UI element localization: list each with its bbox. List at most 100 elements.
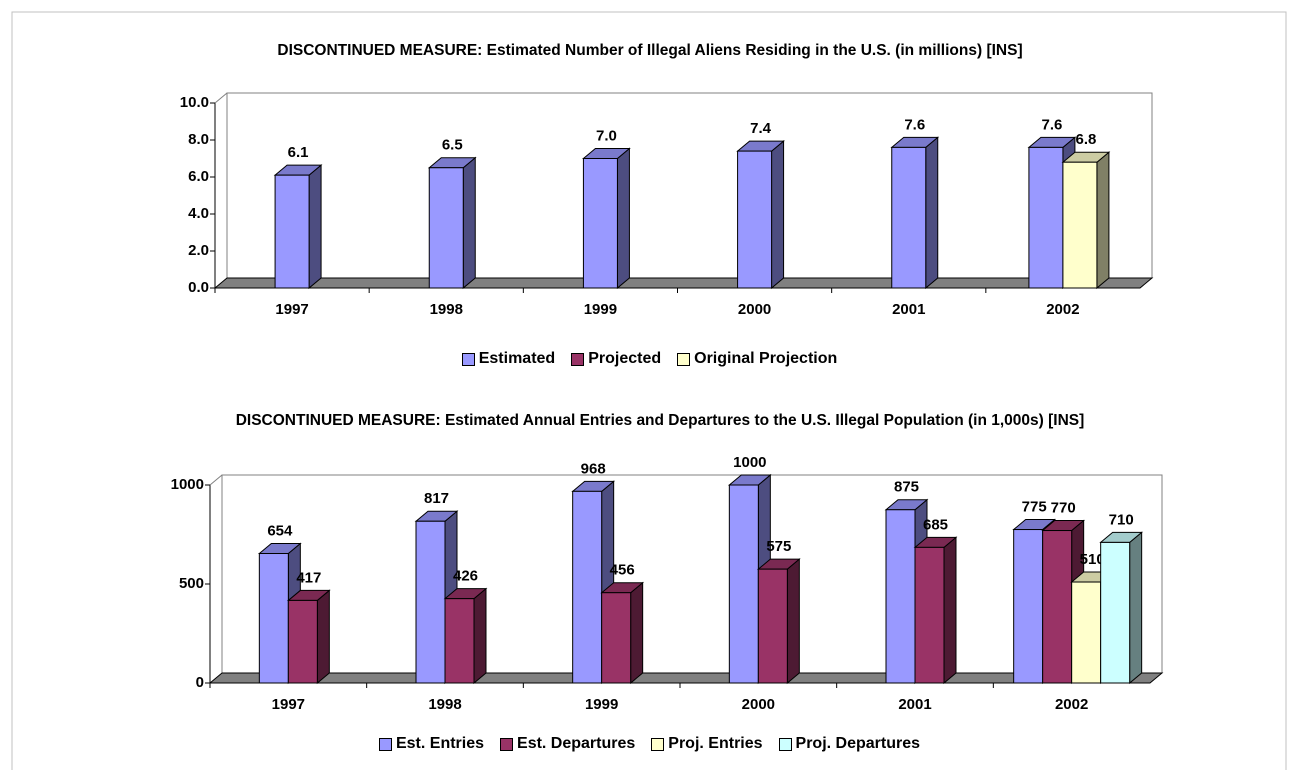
y-tick-label: 2.0: [188, 242, 209, 259]
y-tick-label: 500: [179, 575, 204, 592]
bar: [1062, 161, 1098, 289]
wall: [221, 474, 1163, 674]
x-tick-label: 2001: [898, 696, 931, 713]
bar: [885, 509, 916, 684]
bar-side: [473, 587, 487, 685]
data-label: 417: [296, 569, 321, 586]
legend-item: Est. Departures: [500, 735, 635, 753]
bar: [737, 150, 773, 289]
bar-side: [630, 581, 644, 685]
bar: [757, 568, 788, 684]
data-label: 710: [1109, 511, 1134, 528]
data-label: 875: [894, 479, 919, 496]
legend-item: Original Projection: [677, 350, 837, 368]
bar-side: [462, 156, 476, 290]
data-label: 575: [766, 538, 791, 555]
floor: [213, 277, 1154, 289]
data-label: 968: [581, 460, 606, 477]
legend: Estimated Projected Original Projection: [0, 350, 1299, 368]
bar-side: [308, 164, 322, 290]
legend-label: Proj. Departures: [795, 735, 921, 752]
data-label: 775: [1022, 499, 1047, 516]
x-tick-label: 2002: [1055, 696, 1088, 713]
legend-label: Original Projection: [694, 350, 838, 367]
chart-title: DISCONTINUED MEASURE: Estimated Number o…: [277, 42, 1023, 59]
bar-side: [316, 589, 330, 685]
x-tick-label: 1998: [428, 696, 461, 713]
data-label: 6.8: [1075, 131, 1096, 148]
data-label: 817: [424, 490, 449, 507]
y-tick-label: 0: [196, 674, 204, 691]
bar: [415, 520, 446, 684]
frame: [11, 11, 1287, 770]
data-label: 685: [923, 516, 948, 533]
bar: [1028, 146, 1064, 289]
data-label: 510: [1080, 551, 1105, 568]
legend-item: Proj. Departures: [778, 735, 921, 753]
legend-swatch: [651, 737, 665, 751]
x-tick-label: 2001: [892, 301, 925, 318]
data-label: 7.0: [596, 127, 617, 144]
legend-label: Proj. Entries: [668, 735, 763, 752]
legend-item: Projected: [571, 350, 661, 368]
y-tick-label: 8.0: [188, 131, 209, 148]
bar: [1013, 529, 1044, 684]
bar-side: [943, 536, 957, 685]
data-label: 456: [610, 562, 635, 579]
data-label: 654: [267, 522, 293, 539]
data-label: 426: [453, 568, 478, 585]
legend-label: Est. Entries: [395, 735, 485, 752]
data-label: 6.5: [442, 137, 463, 154]
data-label: 7.6: [904, 116, 925, 133]
bar-side: [1129, 531, 1143, 685]
y-tick-label: 10.0: [180, 94, 209, 111]
chart-title: DISCONTINUED MEASURE: Estimated Annual E…: [235, 412, 1085, 429]
legend-label: Estimated: [478, 350, 556, 367]
bar-side: [616, 147, 630, 290]
x-tick-label: 1998: [430, 301, 463, 318]
bar: [891, 146, 927, 289]
wall: [226, 92, 1153, 279]
x-tick-label: 2002: [1046, 301, 1079, 318]
legend-swatch: [677, 352, 691, 366]
legend-item: Proj. Entries: [651, 735, 763, 753]
bar: [1042, 530, 1073, 684]
bar-side: [925, 136, 939, 290]
bar: [914, 546, 945, 684]
x-tick-label: 1997: [275, 301, 308, 318]
legend-item: Est. Entries: [378, 735, 485, 753]
data-label: 7.4: [750, 120, 772, 137]
bar: [1100, 541, 1131, 684]
bar-side: [1096, 151, 1110, 290]
x-tick-label: 2000: [738, 301, 771, 318]
y-tick-label: 4.0: [188, 205, 209, 222]
bar: [601, 592, 632, 684]
bar: [1071, 581, 1102, 684]
legend-label: Projected: [588, 350, 662, 367]
legend-label: Est. Departures: [517, 735, 636, 752]
data-label: 7.6: [1041, 116, 1062, 133]
bar: [444, 598, 475, 684]
x-tick-label: 1999: [585, 696, 618, 713]
y-tick-label: 0.0: [188, 279, 209, 296]
x-tick-label: 1999: [584, 301, 617, 318]
x-tick-label: 1997: [272, 696, 305, 713]
legend-swatch: [500, 737, 514, 751]
bar: [572, 490, 603, 684]
y-tick-label: 1000: [171, 476, 204, 493]
data-label: 6.1: [288, 144, 309, 161]
legend: Est. Entries Est. Departures Proj. Entries…: [0, 735, 1299, 753]
bar-side: [786, 558, 800, 685]
bar-side: [771, 140, 785, 290]
legend-item: Estimated: [461, 350, 556, 368]
bar: [728, 484, 759, 684]
legend-swatch: [778, 737, 792, 751]
y-axis-depth: [214, 92, 228, 104]
legend-swatch: [571, 352, 585, 366]
legend-swatch: [461, 352, 475, 366]
data-label: 770: [1051, 500, 1076, 517]
bar: [258, 553, 289, 684]
bar: [274, 174, 310, 289]
bar: [287, 599, 318, 684]
